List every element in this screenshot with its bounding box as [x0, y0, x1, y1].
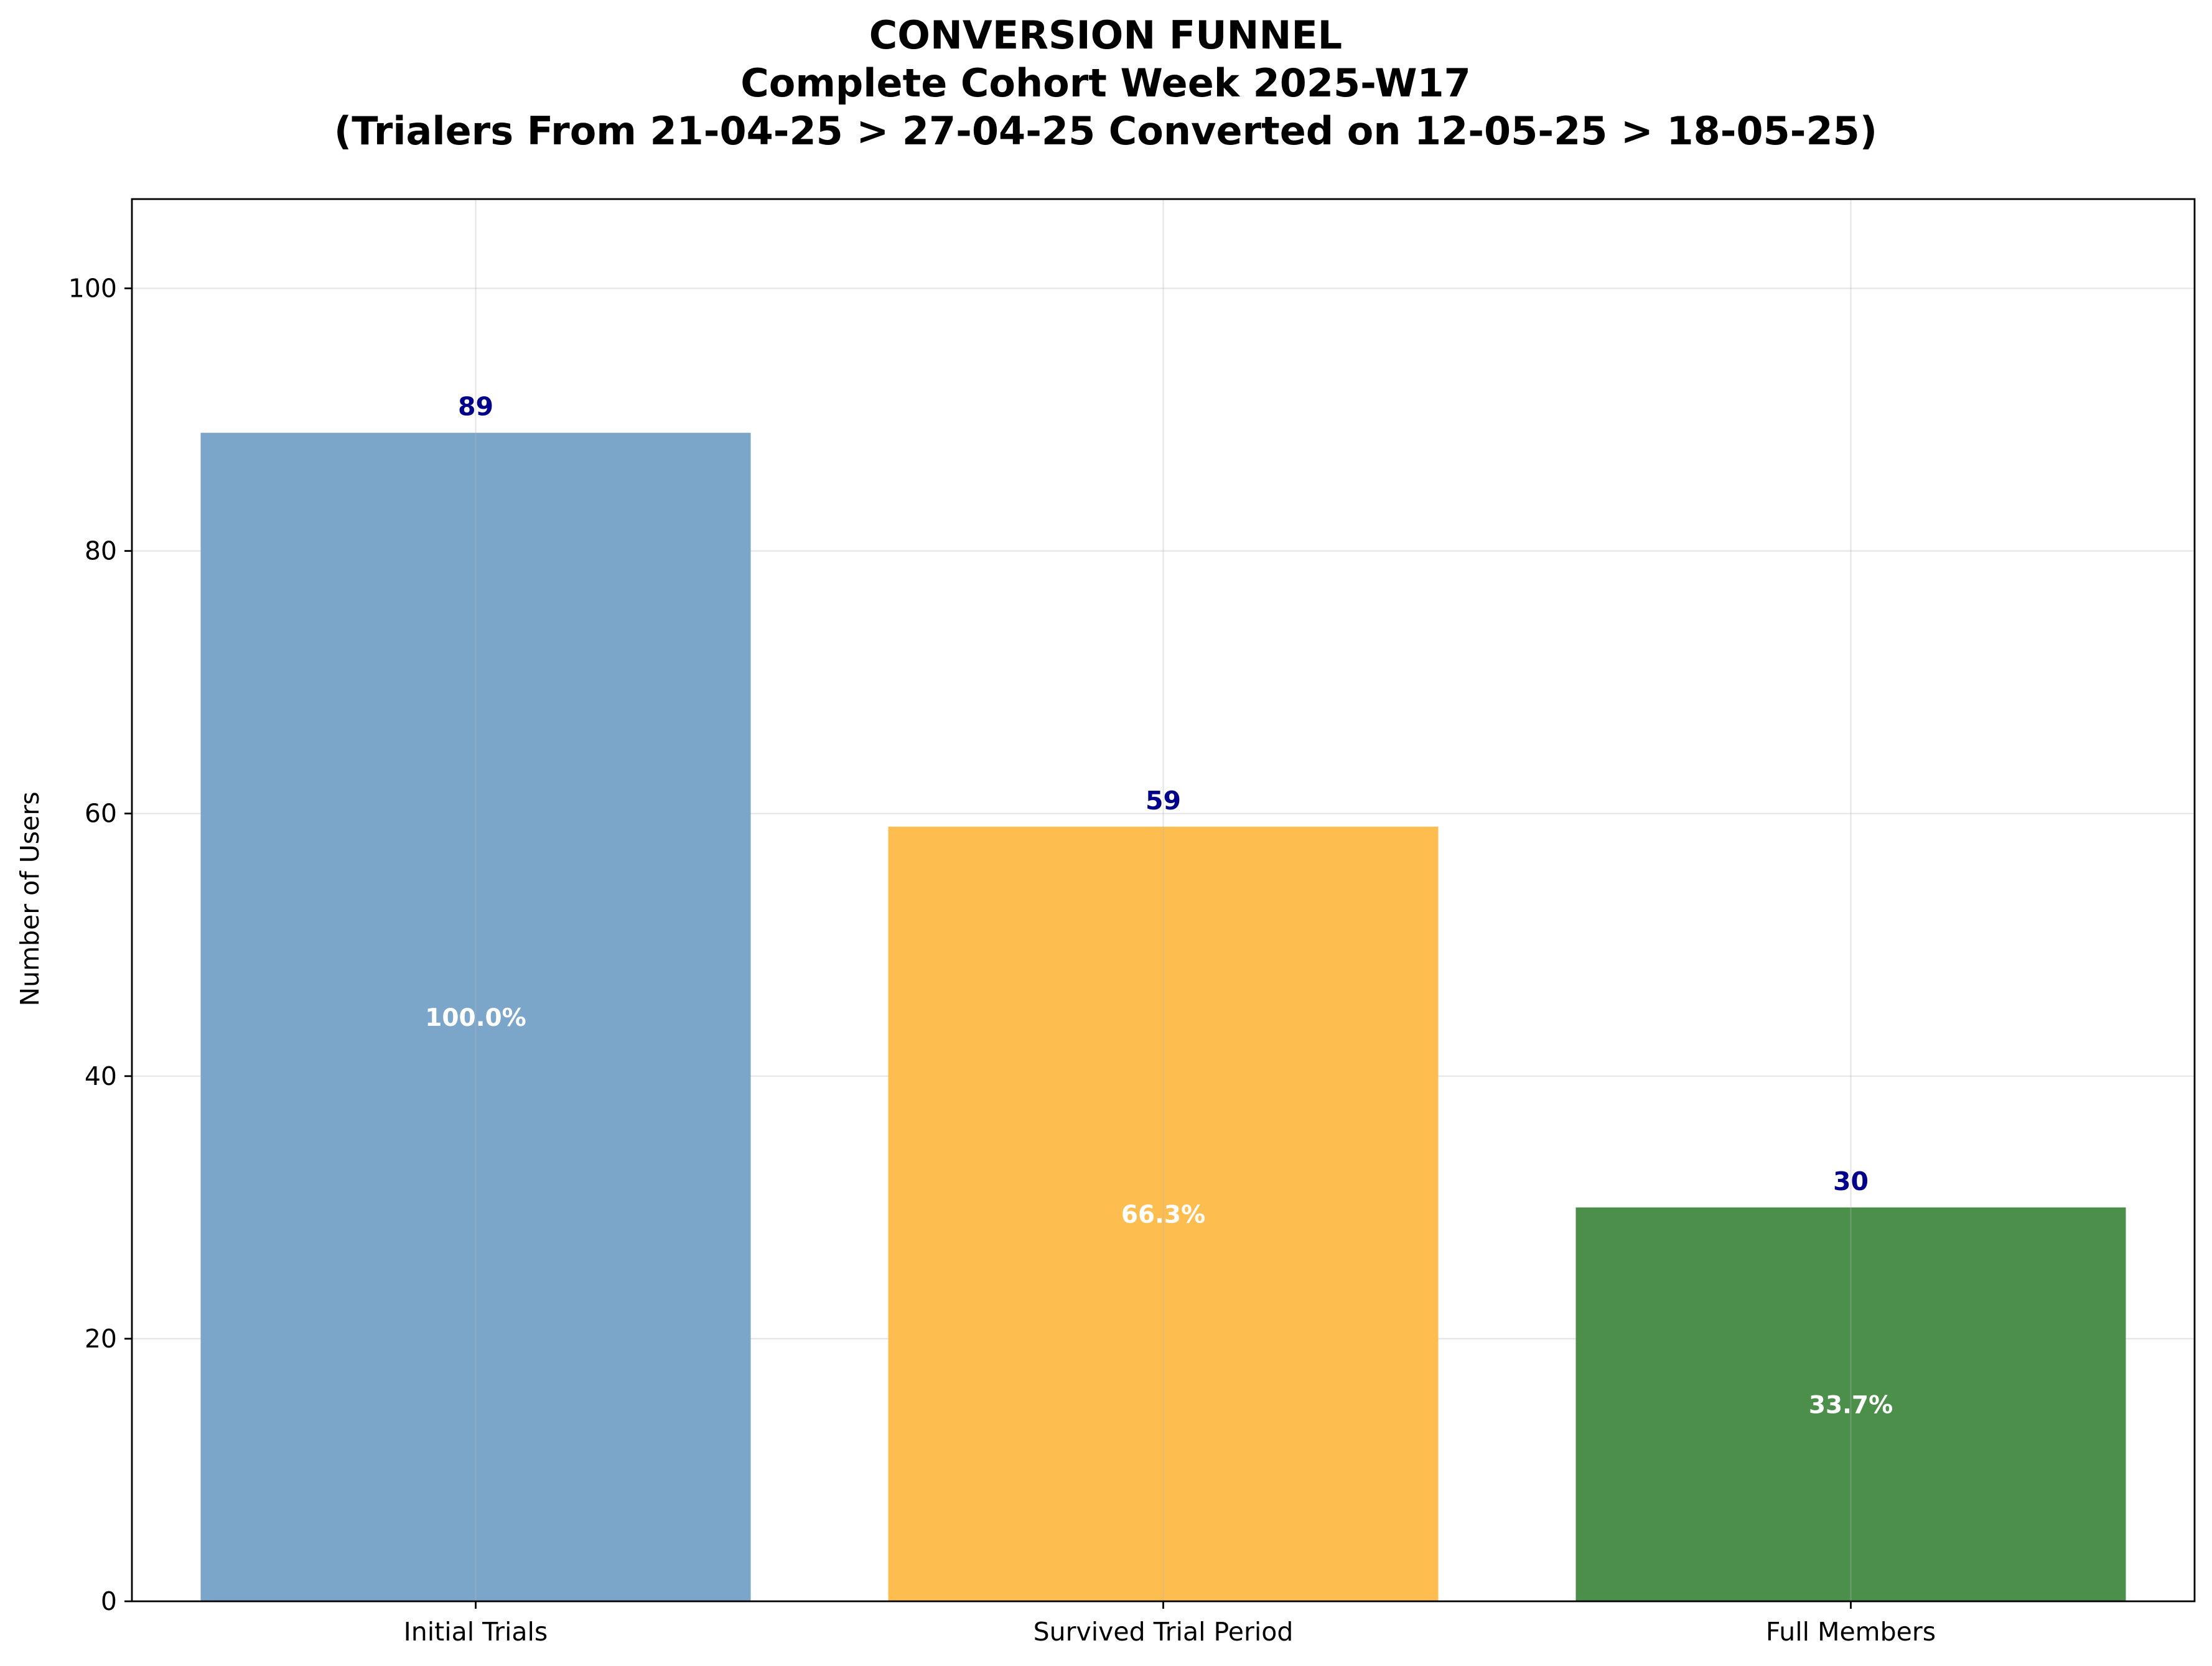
- bar-percent-label: 33.7%: [1809, 1391, 1893, 1419]
- chart-title-line-2: Complete Cohort Week 2025-W17: [740, 60, 1471, 106]
- y-tick-label: 100: [68, 274, 117, 304]
- x-tick-label: Survived Trial Period: [1034, 1617, 1294, 1647]
- x-tick-label: Initial Trials: [404, 1617, 548, 1647]
- bar-percent-label: 100.0%: [425, 1004, 526, 1032]
- chart-title-line-3: (Trialers From 21-04-25 > 27-04-25 Conve…: [334, 108, 1877, 154]
- bar-value-label: 30: [1833, 1166, 1869, 1196]
- bar-percent-label: 66.3%: [1121, 1201, 1205, 1229]
- chart-title-line-1: CONVERSION FUNNEL: [869, 12, 1342, 58]
- bars: [200, 432, 2126, 1601]
- bar-labels: 89 100.0% 59 66.3% 30 33.7%: [425, 199, 1893, 1601]
- bar-full-members: [1575, 1207, 2126, 1601]
- y-tick-label: 20: [85, 1324, 117, 1354]
- bar-initial-trials: [200, 432, 751, 1601]
- bar-value-label: 59: [1146, 786, 1181, 816]
- y-tick-label: 40: [85, 1061, 117, 1091]
- bar-survived-trial-period: [888, 826, 1439, 1601]
- bar-value-label: 89: [458, 392, 493, 422]
- y-tick-label: 0: [101, 1586, 117, 1616]
- x-tick-label: Full Members: [1766, 1617, 1936, 1647]
- chart-title: CONVERSION FUNNEL Complete Cohort Week 2…: [334, 12, 1877, 154]
- y-axis-label: Number of Users: [15, 791, 45, 1006]
- y-tick-label: 60: [85, 799, 117, 829]
- axes: 0 20 40 60 80 100 Initial Trials Survived Trial…: [68, 198, 2196, 1647]
- y-tick-label: 80: [85, 536, 117, 566]
